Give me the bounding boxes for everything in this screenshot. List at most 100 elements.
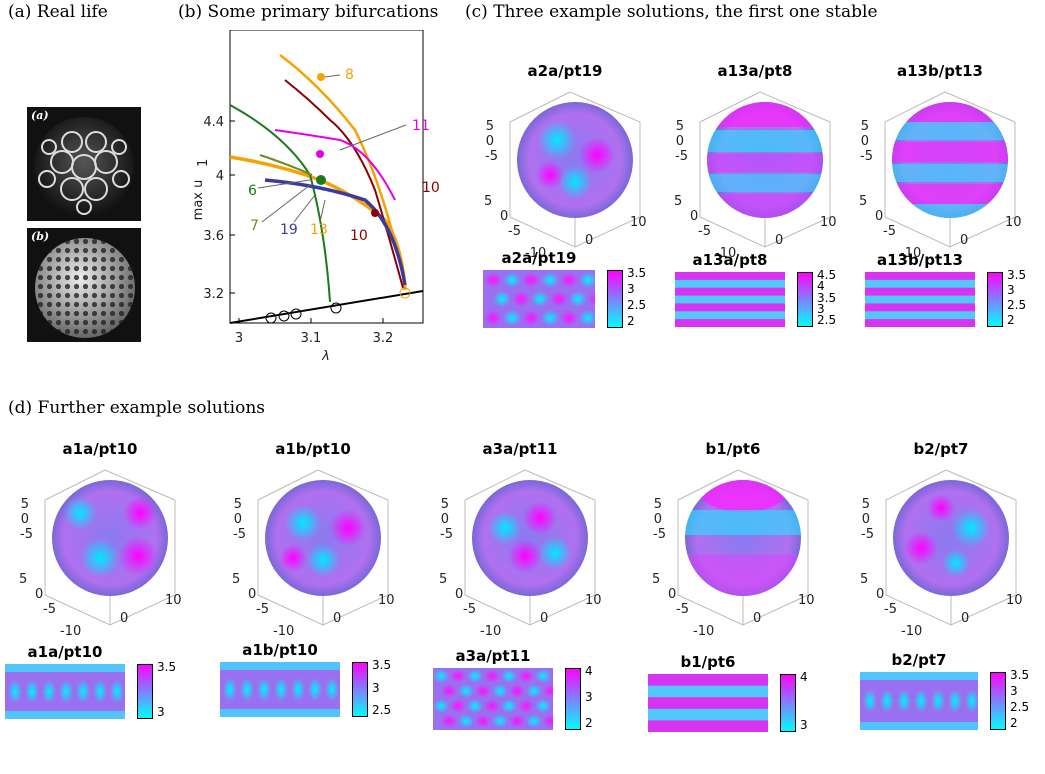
x-tick: -10 bbox=[525, 246, 546, 261]
x-tick: 0 bbox=[753, 611, 761, 626]
colorbar-tick: 3.5 bbox=[1010, 668, 1030, 682]
z-tick: -5 bbox=[861, 527, 874, 542]
colorbar-tick: 4 bbox=[800, 670, 808, 684]
y-tick: 5 bbox=[859, 194, 867, 209]
x-tick: -10 bbox=[715, 246, 736, 261]
branch-label: 13 bbox=[310, 222, 328, 238]
colorbar-tick: 3 bbox=[800, 718, 808, 732]
sphere-plot-title: a2a/pt19 bbox=[527, 62, 603, 80]
bif-point bbox=[371, 209, 379, 217]
y-tick: 0 bbox=[668, 587, 676, 602]
flat-pattern-plot bbox=[220, 662, 340, 717]
flat-plot-title: a1a/pt10 bbox=[27, 643, 103, 661]
colorbar-tick: 3 bbox=[157, 705, 165, 719]
flat-pattern-plot bbox=[483, 270, 595, 328]
bif-xtick: 3 bbox=[235, 331, 243, 346]
photo-tag-a: (a) bbox=[31, 109, 49, 122]
bif-axes-box bbox=[229, 29, 424, 324]
colorbar-tick: 2.5 bbox=[1010, 700, 1030, 714]
flat-pattern-plot bbox=[5, 664, 125, 719]
y-tick: 0 bbox=[35, 587, 43, 602]
z-tick: 5 bbox=[654, 497, 662, 512]
z-tick: 5 bbox=[676, 119, 684, 134]
z-tick: -5 bbox=[675, 149, 688, 164]
z-tick: 5 bbox=[862, 497, 870, 512]
colorbar bbox=[797, 272, 813, 327]
sphere-plot-title: a1b/pt10 bbox=[275, 440, 351, 458]
y-tick: 5 bbox=[232, 572, 240, 587]
colorbar bbox=[607, 270, 623, 328]
bif-ylabel: max u bbox=[191, 180, 206, 221]
x-tick: 0 bbox=[540, 611, 548, 626]
y-tick: 0 bbox=[875, 209, 883, 224]
z-tick: 0 bbox=[861, 134, 869, 149]
x-tick: -10 bbox=[273, 624, 294, 639]
sphere-plot-title: a3a/pt11 bbox=[482, 440, 558, 458]
branch-label: 10 bbox=[422, 180, 440, 196]
flat-plot-title: a13a/pt8 bbox=[692, 251, 768, 269]
photo-radiolarian-b: (b) bbox=[27, 228, 141, 342]
y-tick: 0 bbox=[500, 209, 508, 224]
x-tick: 10 bbox=[1006, 593, 1023, 608]
flat-plot-title: a2a/pt19 bbox=[501, 249, 577, 267]
y-tick: 0 bbox=[876, 587, 884, 602]
flat-plot-title: a3a/pt11 bbox=[455, 647, 531, 665]
sphere-plot-title: b1/pt6 bbox=[705, 440, 761, 458]
sphere-plot-title: a13b/pt13 bbox=[897, 62, 983, 80]
flat-pattern-plot bbox=[675, 272, 785, 327]
z-tick: 5 bbox=[234, 497, 242, 512]
colorbar-tick: 3 bbox=[817, 301, 825, 316]
z-tick: 0 bbox=[21, 512, 29, 527]
x-tick: 10 bbox=[378, 593, 395, 608]
branch-label: 6 bbox=[248, 183, 257, 199]
z-tick: -5 bbox=[440, 527, 453, 542]
y-tick: 5 bbox=[652, 572, 660, 587]
bif-ytick: 4 bbox=[216, 169, 224, 184]
y-tick: -5 bbox=[256, 602, 269, 617]
y-tick: 5 bbox=[439, 572, 447, 587]
y-tick: -5 bbox=[676, 602, 689, 617]
x-tick: 0 bbox=[333, 611, 341, 626]
y-tick: 5 bbox=[674, 194, 682, 209]
colorbar-tick: 2 bbox=[1007, 313, 1015, 327]
colorbar bbox=[990, 672, 1006, 730]
colorbar-tick: 2 bbox=[585, 716, 593, 730]
colorbar bbox=[352, 662, 368, 717]
flat-pattern-plot bbox=[865, 272, 975, 327]
colorbar-tick: 3.5 bbox=[817, 290, 837, 305]
z-tick: -5 bbox=[485, 149, 498, 164]
branch-7 bbox=[259, 154, 313, 176]
colorbar-tick: 4.5 bbox=[817, 268, 837, 282]
colorbar-tick: 4 bbox=[817, 279, 825, 294]
trivial-branch bbox=[229, 290, 424, 324]
colorbar-tick: 3.5 bbox=[372, 658, 392, 672]
y-tick: 5 bbox=[484, 194, 492, 209]
branch-label: 10 bbox=[350, 228, 368, 244]
z-tick: 0 bbox=[676, 134, 684, 149]
flat-pattern-plot bbox=[860, 672, 978, 730]
x-tick: 10 bbox=[1005, 215, 1022, 230]
branch-19 bbox=[264, 178, 407, 286]
z-tick: 0 bbox=[486, 134, 494, 149]
colorbar-tick: 2.5 bbox=[1007, 298, 1027, 312]
bif-xlabel: λ bbox=[321, 349, 330, 364]
x-tick: -10 bbox=[60, 624, 81, 639]
x-tick: 10 bbox=[820, 215, 837, 230]
colorbar bbox=[780, 674, 796, 732]
y-tick: -5 bbox=[508, 224, 521, 239]
z-tick: 5 bbox=[861, 119, 869, 134]
branch-11 bbox=[274, 129, 396, 201]
bifurcation-diagram: 3 3.1 3.2 3.2 3.6 4 4.4 λ max u 1 bbox=[190, 29, 460, 404]
colorbar-tick: 3.5 bbox=[627, 266, 647, 280]
bif-ylabel-sub: 1 bbox=[196, 159, 211, 167]
x-tick: -10 bbox=[693, 624, 714, 639]
colorbar-tick: 3 bbox=[372, 680, 380, 695]
colorbar bbox=[565, 668, 581, 730]
y-tick: 0 bbox=[455, 587, 463, 602]
bif-point bbox=[317, 73, 325, 81]
heading-real-life: (a) Real life bbox=[8, 2, 108, 22]
